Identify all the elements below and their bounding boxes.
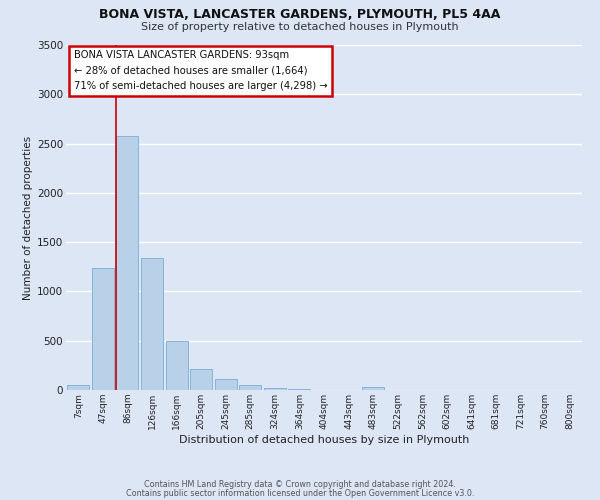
Text: Contains public sector information licensed under the Open Government Licence v3: Contains public sector information licen… [126,488,474,498]
Bar [264,388,286,390]
Text: Contains HM Land Registry data © Crown copyright and database right 2024.: Contains HM Land Registry data © Crown c… [144,480,456,489]
Text: BONA VISTA, LANCASTER GARDENS, PLYMOUTH, PL5 4AA: BONA VISTA, LANCASTER GARDENS, PLYMOUTH,… [100,8,500,20]
Bar [239,385,262,390]
Bar [166,340,188,390]
X-axis label: Distribution of detached houses by size in Plymouth: Distribution of detached houses by size … [179,434,469,444]
Bar [92,268,114,390]
Bar [190,370,212,390]
Bar [362,387,384,390]
Y-axis label: Number of detached properties: Number of detached properties [23,136,33,300]
Bar [116,136,139,390]
Bar [289,389,310,390]
Bar [67,385,89,390]
Bar [141,258,163,390]
Text: BONA VISTA LANCASTER GARDENS: 93sqm
← 28% of detached houses are smaller (1,664): BONA VISTA LANCASTER GARDENS: 93sqm ← 28… [74,50,328,92]
Text: Size of property relative to detached houses in Plymouth: Size of property relative to detached ho… [141,22,459,32]
Bar [215,379,237,390]
